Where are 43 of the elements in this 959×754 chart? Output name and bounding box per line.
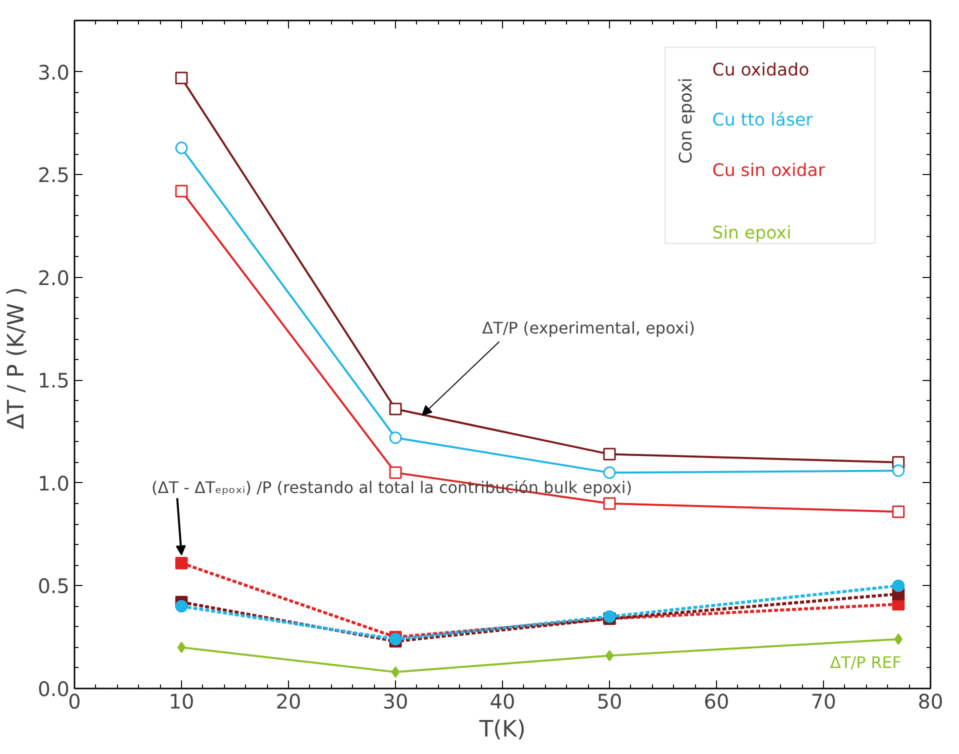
x-tick-label: 10 bbox=[168, 690, 194, 714]
x-tick-label: 20 bbox=[276, 690, 302, 714]
point bbox=[175, 72, 188, 84]
point bbox=[175, 184, 188, 198]
text: Cu sin oxidar bbox=[712, 160, 826, 181]
x-tick-label: 40 bbox=[490, 690, 516, 714]
y-tick-label: 1.5 bbox=[38, 368, 70, 393]
point bbox=[389, 466, 402, 479]
x-tick-label: 70 bbox=[810, 690, 836, 714]
point bbox=[603, 466, 616, 479]
x-tick-label: 50 bbox=[596, 690, 622, 714]
point bbox=[892, 464, 905, 477]
y-tick-label: 1.0 bbox=[38, 471, 70, 496]
text: Cu tto láser bbox=[712, 110, 814, 131]
point bbox=[391, 666, 400, 678]
y-tick-label: 0.5 bbox=[38, 574, 70, 598]
point bbox=[892, 579, 905, 592]
y-tick-label: 2.5 bbox=[38, 163, 70, 188]
y-tick-label: 3.0 bbox=[38, 60, 70, 84]
point bbox=[389, 432, 402, 444]
point bbox=[177, 642, 186, 654]
point bbox=[389, 402, 402, 416]
x-tick-label: 0 bbox=[68, 690, 81, 714]
x-tick-label: 60 bbox=[704, 690, 730, 714]
y-axis-title: ΔT / P (K/W ) bbox=[4, 287, 30, 430]
point bbox=[605, 650, 614, 662]
x-tick-label: 30 bbox=[382, 690, 408, 714]
point bbox=[175, 600, 188, 613]
annotation: ΔT/P REF bbox=[830, 653, 902, 672]
point bbox=[892, 505, 905, 518]
legend-title: Con epoxi bbox=[676, 78, 697, 164]
point bbox=[175, 556, 188, 570]
point bbox=[894, 633, 902, 645]
point bbox=[603, 497, 616, 510]
text: Cu oxidado bbox=[712, 60, 810, 81]
y-tick-label: 0.0 bbox=[38, 677, 70, 701]
y-tick-label: 2.0 bbox=[38, 266, 70, 290]
x-tick-label: 80 bbox=[918, 690, 944, 714]
annotation: ΔT/P (experimental, epoxi) bbox=[482, 318, 696, 338]
x-axis-title: T(K) bbox=[478, 716, 526, 742]
point bbox=[175, 142, 188, 154]
point bbox=[603, 448, 616, 460]
text: Sin epoxi bbox=[712, 223, 792, 244]
